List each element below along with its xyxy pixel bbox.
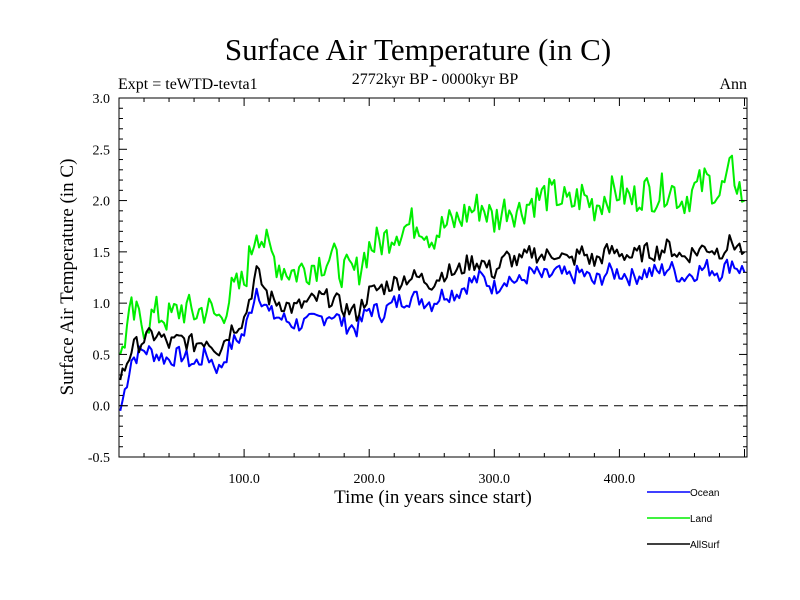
experiment-label: Expt = teWTD-tevta1 (118, 76, 258, 93)
y-axis-label: Surface Air Temperature (in C) (57, 159, 78, 396)
legend-label-land: Land (690, 514, 712, 525)
series-line-land (119, 154, 745, 355)
plot-frame (118, 97, 748, 458)
y-tick-label: -0.5 (88, 451, 110, 466)
y-tick-label: 2.0 (93, 195, 111, 210)
x-axis-label: Time (in years since start) (334, 487, 532, 508)
y-tick-label: 0.5 (93, 348, 111, 363)
x-tick-label: 200.0 (353, 472, 385, 487)
legend-label-allsurf: AllSurf (690, 540, 720, 551)
x-tick-label: 100.0 (228, 472, 260, 487)
series-line-ocean (119, 258, 746, 412)
legend-label-ocean: Ocean (690, 488, 719, 499)
y-tick-label: 1.0 (93, 297, 111, 312)
y-tick-label: 0.0 (93, 400, 111, 415)
y-tick-label: 1.5 (93, 246, 111, 261)
chart-title: Surface Air Temperature (in C) (225, 32, 611, 67)
plot-area: -0.5 0.0 0.5 1.0 1.5 2.0 2.5 3.0 100.0 200.0 300.0… (88, 92, 748, 487)
chart-subtitle: 2772kyr BP - 0000kyr BP (352, 71, 519, 88)
y-tick-label: 3.0 (93, 92, 111, 107)
series-line-allsurf (119, 234, 746, 381)
x-tick-label: 300.0 (479, 472, 511, 487)
season-label: Ann (719, 76, 747, 93)
legend: Ocean Land AllSurf (647, 488, 720, 551)
x-tick-label: 400.0 (604, 472, 636, 487)
y-tick-label: 2.5 (93, 143, 111, 158)
